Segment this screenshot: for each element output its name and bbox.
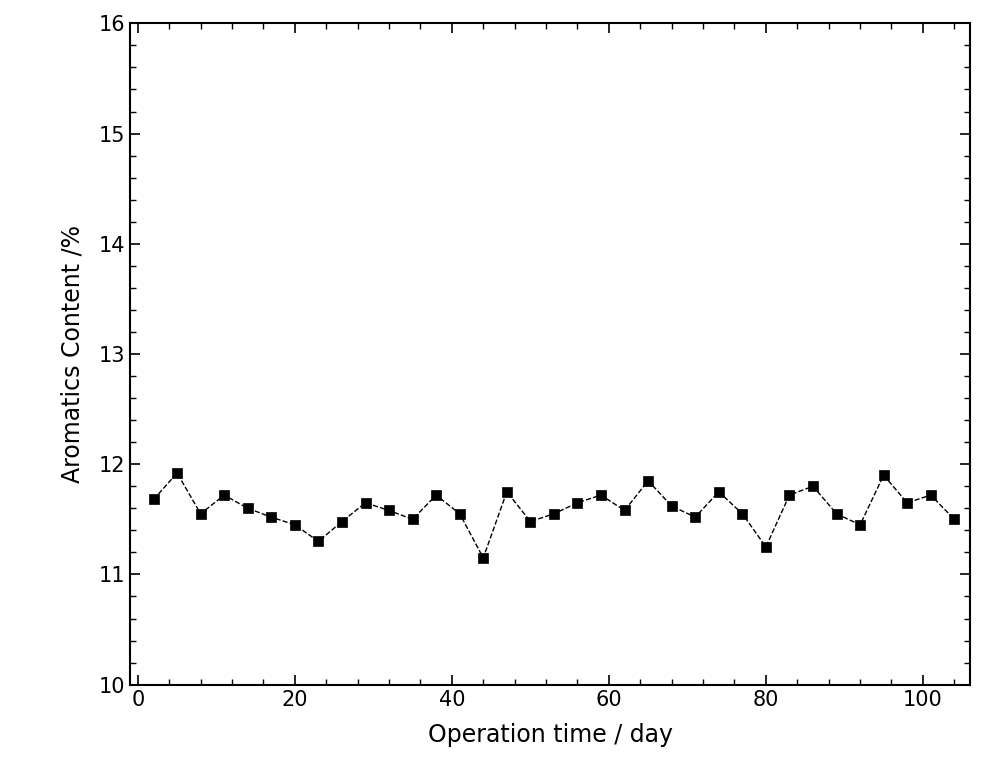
X-axis label: Operation time / day: Operation time / day — [428, 724, 672, 748]
Y-axis label: Aromatics Content /%: Aromatics Content /% — [61, 225, 85, 483]
